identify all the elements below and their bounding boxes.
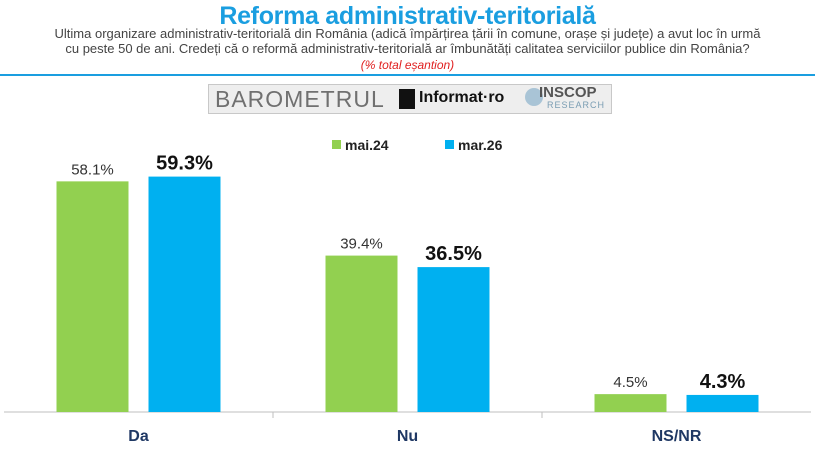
bar-2-1 bbox=[148, 176, 221, 412]
category-label-1: Da bbox=[128, 428, 149, 445]
data-label-2-3: 4.3% bbox=[700, 371, 746, 393]
inscop-logo: INSCOP bbox=[539, 84, 597, 101]
bar-1-2 bbox=[325, 255, 398, 412]
bar-1-3 bbox=[594, 394, 667, 412]
legend-label-series-2: mar.26 bbox=[458, 137, 503, 153]
data-label-1-2: 39.4% bbox=[340, 236, 383, 253]
logo-banner: BAROMETRUL Informat·ro INSCOP RESEARCH bbox=[208, 84, 612, 114]
informat-logo: Informat·ro bbox=[419, 89, 505, 106]
sample-note: (% total eșantion) bbox=[360, 58, 455, 72]
data-label-2-2: 36.5% bbox=[425, 243, 482, 265]
research-logo-text: RESEARCH bbox=[547, 100, 606, 110]
data-label-2-1: 59.3% bbox=[156, 153, 213, 175]
legend-item-series-2: mar.26 bbox=[445, 137, 502, 153]
category-label-2: Nu bbox=[397, 428, 418, 445]
bar-2-3 bbox=[686, 394, 759, 412]
bar-2-2 bbox=[417, 267, 490, 412]
bar-1-1 bbox=[56, 181, 129, 412]
legend-item-series-1: mai.24 bbox=[332, 137, 389, 153]
data-label-1-1: 58.1% bbox=[71, 161, 114, 178]
inscop-logo-icon bbox=[525, 88, 543, 106]
legend-label-series-1: mai.24 bbox=[345, 137, 389, 153]
question-line-2: cu peste 50 de ani. Credeți că o reformă… bbox=[65, 41, 750, 56]
data-label-1-3: 4.5% bbox=[613, 374, 647, 391]
informat-logo-icon bbox=[399, 89, 415, 109]
legend-swatch-series-1 bbox=[332, 140, 341, 149]
survey-question: Ultima organizare administrativ-teritori… bbox=[20, 26, 795, 56]
question-line-1: Ultima organizare administrativ-teritori… bbox=[54, 26, 761, 41]
page-title: Reforma administrativ-teritorială bbox=[219, 2, 596, 30]
barometru-logo: BAROMETRUL bbox=[215, 86, 385, 112]
category-label-3: NS/NR bbox=[652, 428, 702, 445]
legend-swatch-series-2 bbox=[445, 140, 454, 149]
title-divider bbox=[0, 74, 815, 76]
